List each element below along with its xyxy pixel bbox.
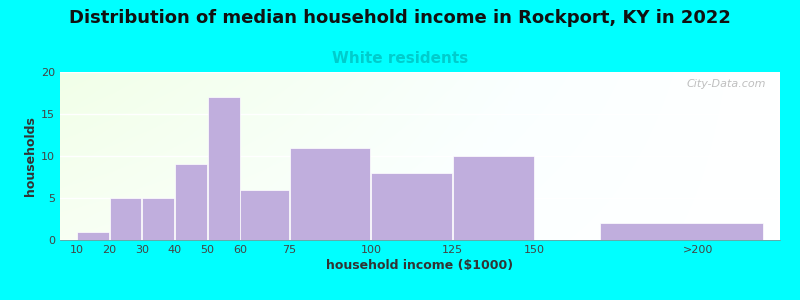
Y-axis label: households: households <box>24 116 37 196</box>
Bar <box>110 198 142 240</box>
Bar <box>454 156 534 240</box>
Bar <box>241 190 289 240</box>
Text: City-Data.com: City-Data.com <box>686 79 766 89</box>
X-axis label: household income ($1000): household income ($1000) <box>326 259 514 272</box>
Bar <box>290 148 370 240</box>
Bar <box>142 198 174 240</box>
Bar <box>601 223 763 240</box>
Text: Distribution of median household income in Rockport, KY in 2022: Distribution of median household income … <box>69 9 731 27</box>
Bar <box>371 173 452 240</box>
Bar <box>208 97 239 240</box>
Bar <box>175 164 206 240</box>
Bar <box>77 232 109 240</box>
Text: White residents: White residents <box>332 51 468 66</box>
